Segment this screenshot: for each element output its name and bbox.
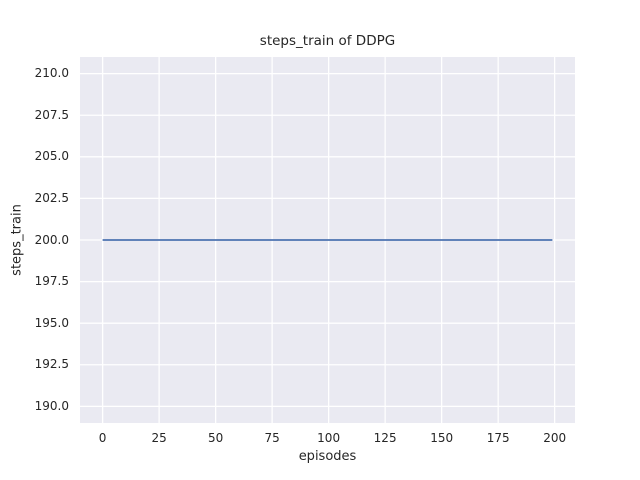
y-tick-label: 207.5 — [34, 107, 69, 122]
y-tick-label: 195.0 — [34, 315, 69, 330]
x-tick-label: 25 — [151, 431, 167, 445]
chart-title: steps_train of DDPG — [259, 33, 396, 49]
x-tick-label: 100 — [317, 431, 341, 445]
y-tick-label: 210.0 — [34, 66, 69, 81]
x-tick-label: 150 — [430, 431, 454, 445]
y-tick-label: 202.5 — [34, 190, 69, 205]
y-tick-label: 205.0 — [34, 149, 69, 164]
x-tick-label: 0 — [98, 431, 107, 445]
x-tick-label: 175 — [486, 431, 510, 445]
y-tick-label: 200.0 — [34, 232, 69, 247]
x-tick-label: 125 — [373, 431, 397, 445]
y-tick-label: 192.5 — [34, 357, 69, 372]
x-axis-label: episodes — [298, 449, 357, 464]
plot-area — [80, 57, 575, 423]
x-tick-label: 50 — [207, 431, 224, 445]
x-tick-label: 75 — [264, 431, 280, 445]
y-tick-label: 190.0 — [34, 398, 69, 413]
plot-canvas — [80, 57, 575, 423]
x-tick-label: 200 — [543, 431, 567, 445]
y-tick-label: 197.5 — [34, 274, 69, 289]
